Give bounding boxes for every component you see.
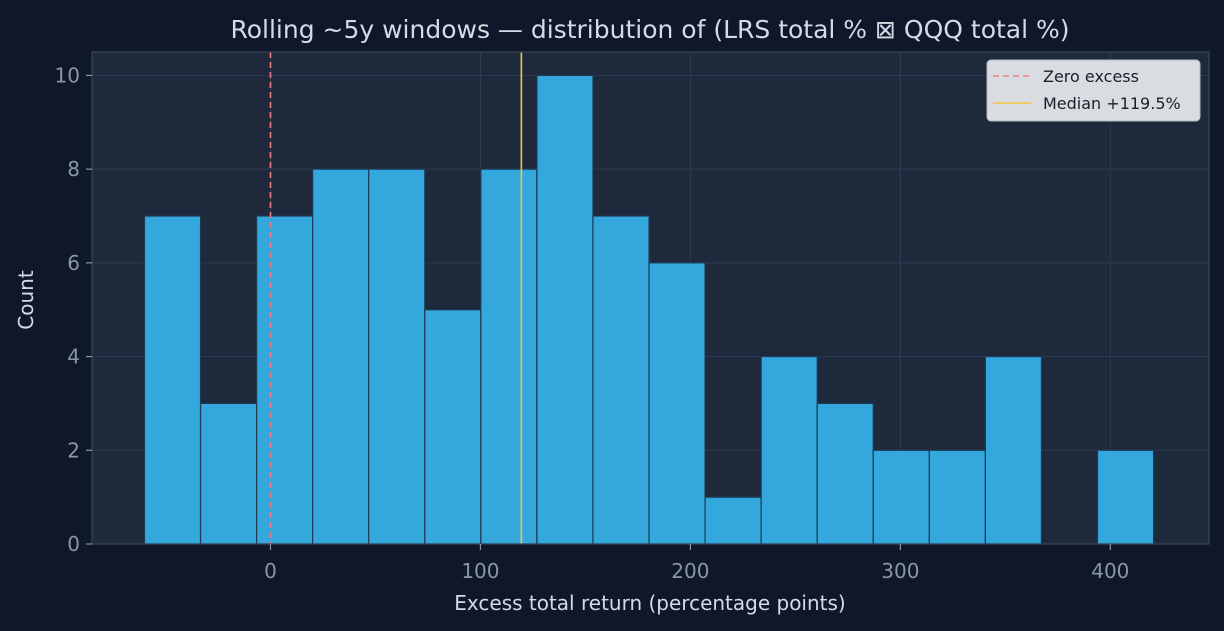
y-tick-label: 10 (55, 63, 80, 87)
x-tick-label: 0 (264, 559, 277, 583)
histogram-bar (368, 168, 426, 545)
axis-ticks: 0 100 200 300 400 0 2 4 6 8 10 (55, 63, 1130, 583)
histogram-bar (704, 496, 762, 545)
legend-box (986, 59, 1201, 122)
histogram-bar (984, 355, 1043, 545)
histogram-bar (199, 402, 258, 545)
histogram-bar (480, 168, 538, 545)
x-tick-label: 100 (461, 559, 499, 583)
x-tick-label: 300 (881, 559, 919, 583)
histogram-bars (143, 74, 1155, 545)
histogram-bar (256, 215, 314, 545)
x-tick-label: 400 (1091, 559, 1129, 583)
y-tick-label: 0 (67, 532, 80, 556)
histogram-bar (536, 74, 594, 545)
histogram-bar (816, 402, 874, 545)
histogram-bar (592, 215, 650, 545)
histogram-bar (872, 449, 930, 545)
histogram-bar (928, 449, 986, 545)
histogram-bar (312, 168, 370, 545)
y-axis-label: Count (14, 270, 38, 330)
chart-title: Rolling ~5y windows — distribution of (L… (230, 15, 1069, 44)
y-tick-label: 2 (67, 438, 80, 462)
y-tick-label: 6 (67, 251, 80, 275)
histogram-bar (143, 215, 202, 545)
x-tick-label: 200 (671, 559, 709, 583)
reference-lines (269, 52, 523, 544)
histogram-bar (648, 262, 706, 545)
plot-frame (91, 51, 1210, 545)
legend-label-zero-excess: Zero excess (1043, 67, 1139, 86)
histogram-bar (1096, 449, 1155, 545)
histogram-bar (424, 309, 482, 545)
histogram-bar (760, 355, 818, 545)
legend-label-median: Median +119.5% (1043, 94, 1181, 113)
legend: Zero excess Median +119.5% (986, 59, 1201, 122)
x-axis-label: Excess total return (percentage points) (454, 591, 845, 615)
y-tick-label: 4 (67, 345, 80, 369)
y-tick-label: 8 (67, 157, 80, 181)
